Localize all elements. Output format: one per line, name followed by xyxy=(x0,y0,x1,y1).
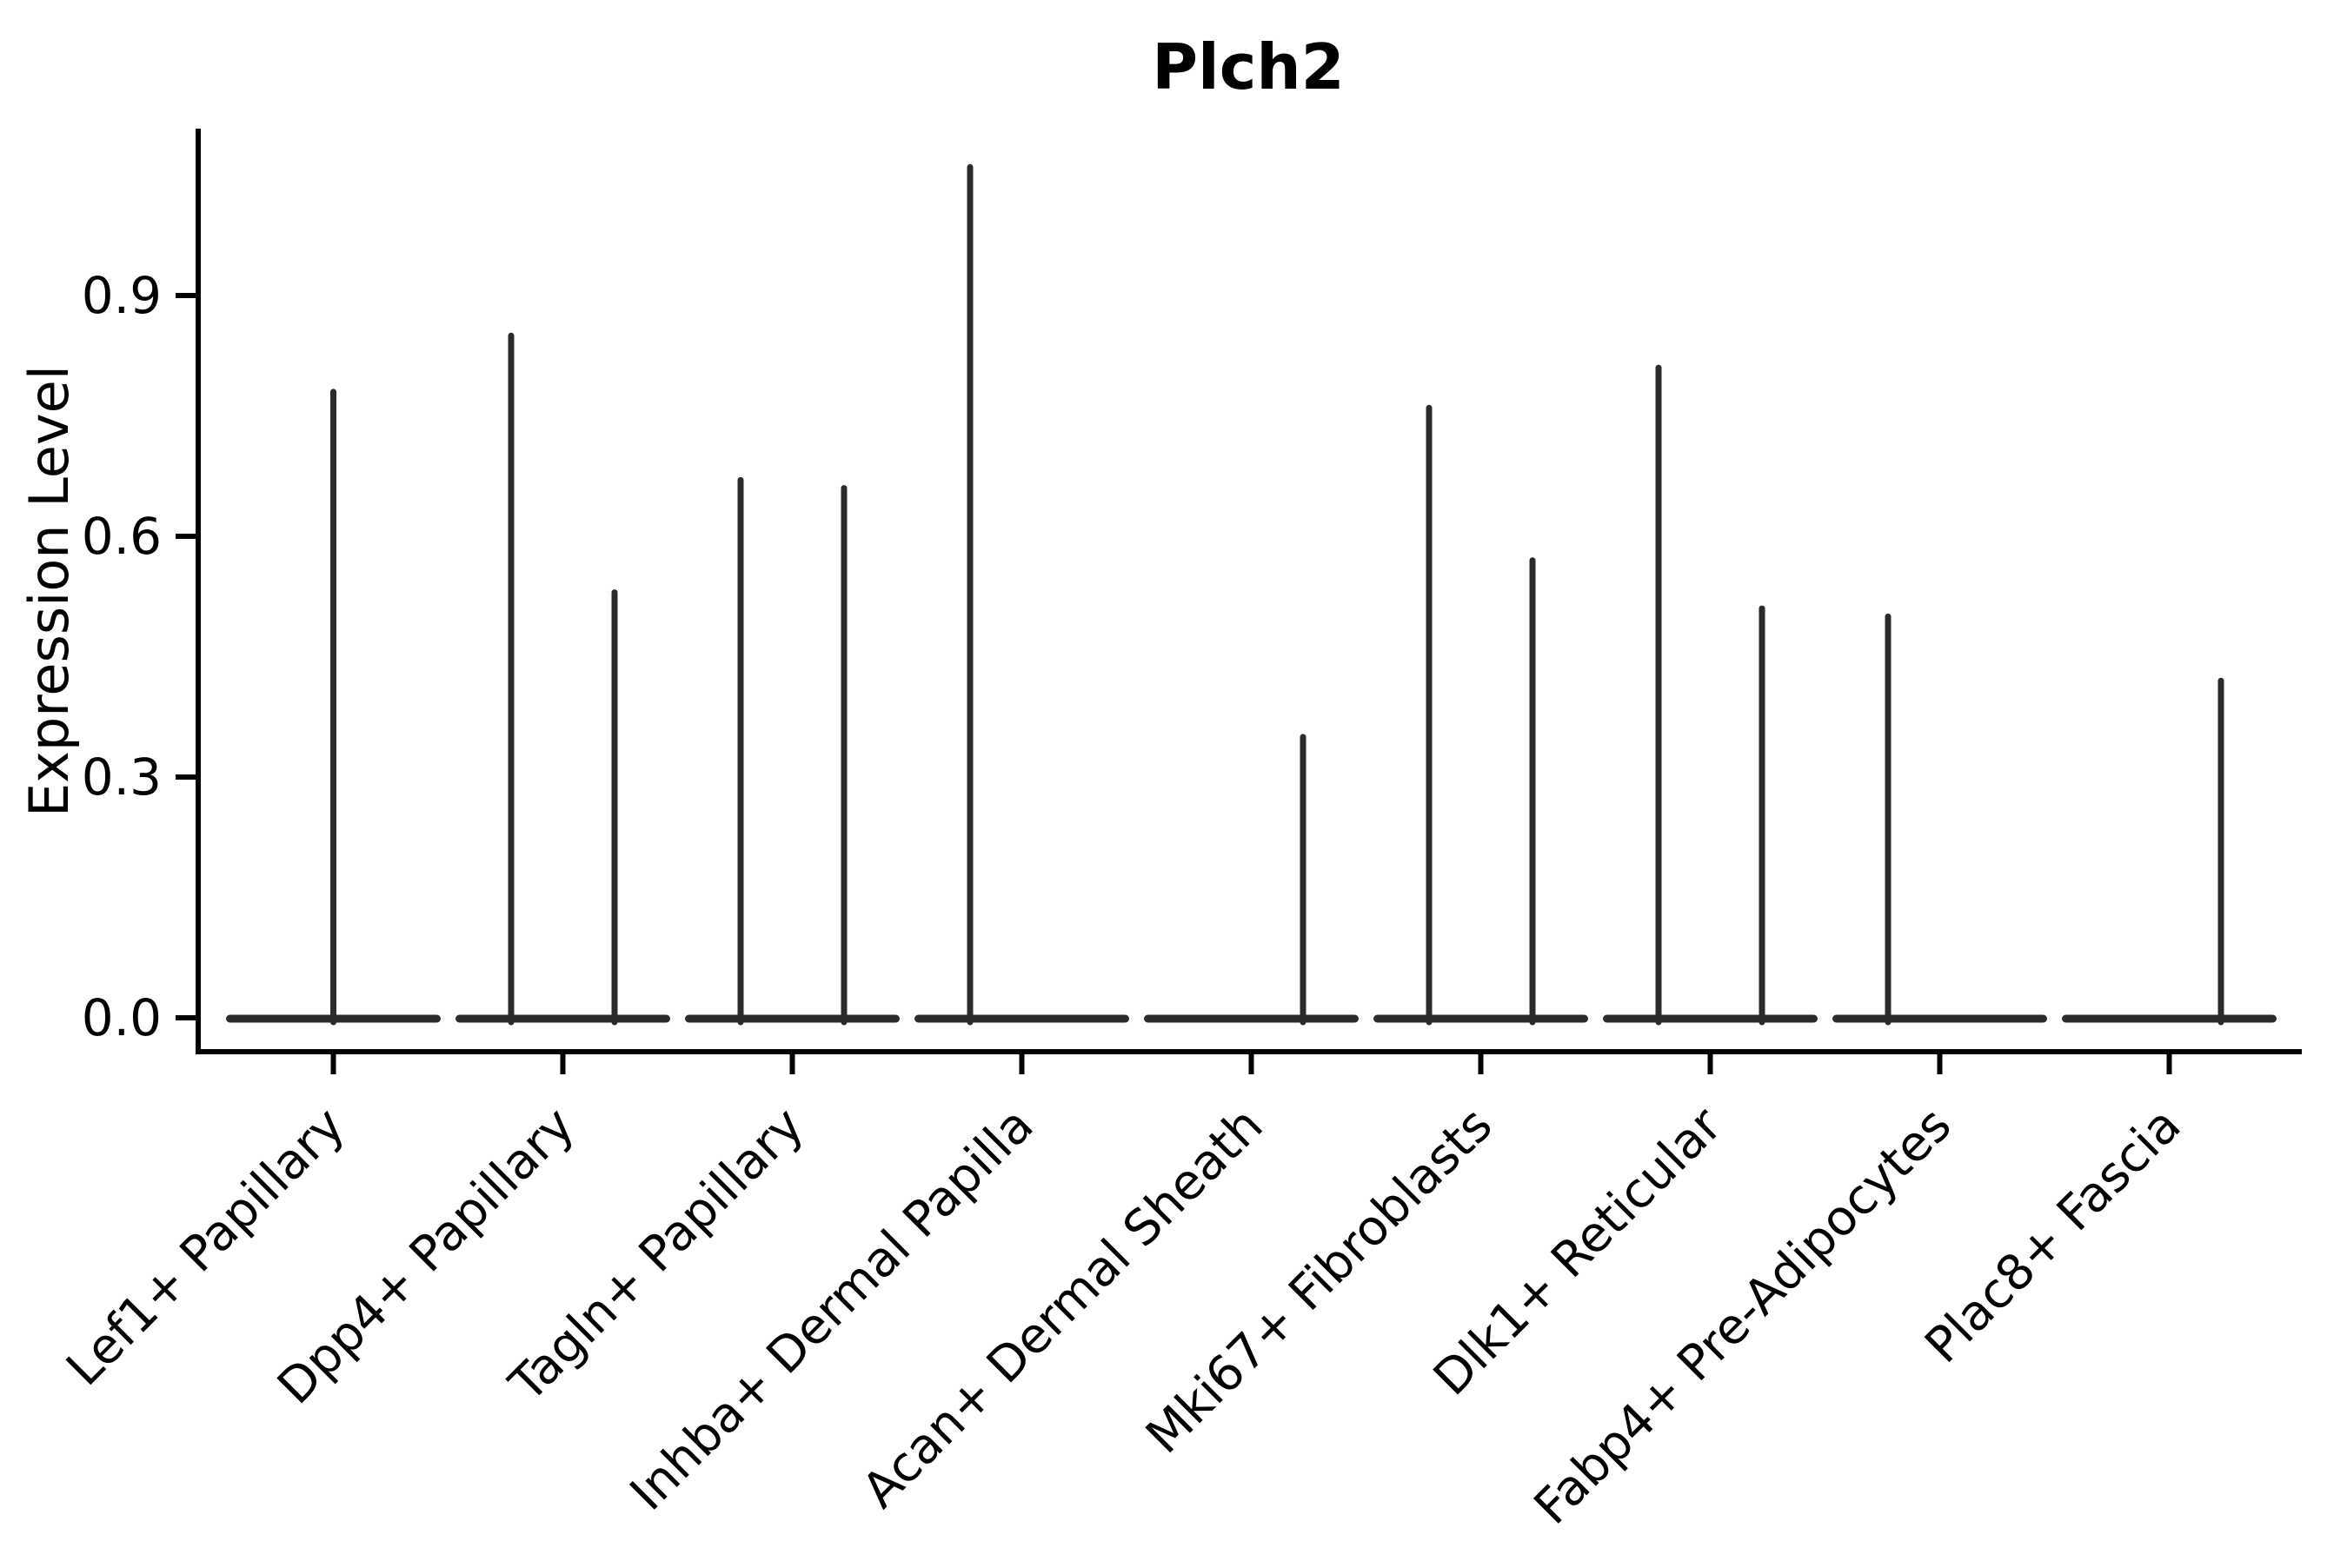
y-tick-label: 0.3 xyxy=(82,747,162,807)
x-tick-label: Acan+ Dermal Sheath xyxy=(852,1097,1274,1519)
y-tick-label: 0.9 xyxy=(82,266,162,325)
y-axis-ticks: 0.0 0.3 0.6 0.9 xyxy=(82,266,198,1047)
y-axis-label: Expression Level xyxy=(17,365,81,817)
y-tick-label: 0.6 xyxy=(82,507,162,566)
x-tick-label: Fabp4+ Pre-Adipocytes xyxy=(1524,1097,1963,1536)
plot-title: Plch2 xyxy=(1152,30,1344,103)
x-tick-label: Inhba+ Dermal Papilla xyxy=(620,1097,1045,1522)
y-tick-label: 0.0 xyxy=(82,988,162,1047)
violins xyxy=(226,163,2277,1026)
